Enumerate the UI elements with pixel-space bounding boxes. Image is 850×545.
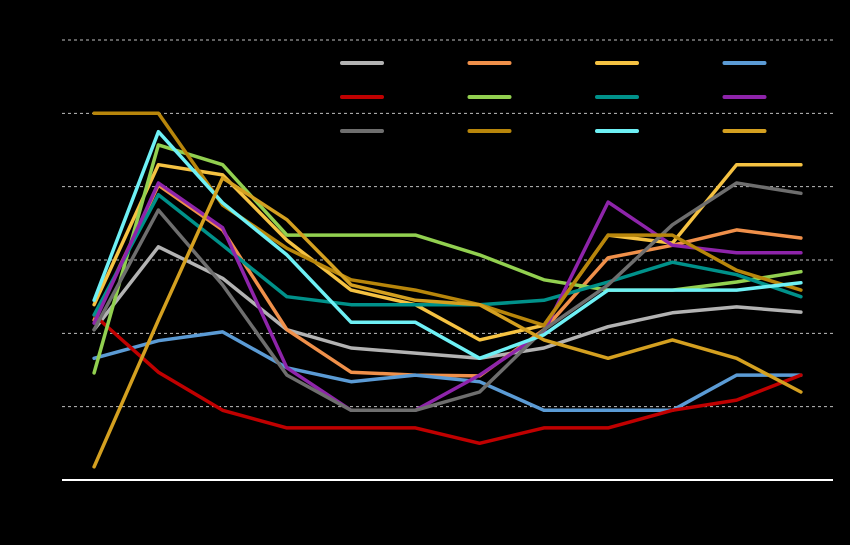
series-line: [92, 176, 803, 469]
series-line: [92, 330, 803, 413]
series-line: [92, 129, 803, 361]
series-line: [92, 192, 803, 317]
series-line: [92, 162, 803, 342]
series-line: [92, 181, 803, 413]
series-line: [92, 313, 803, 446]
series-line: [92, 181, 803, 413]
